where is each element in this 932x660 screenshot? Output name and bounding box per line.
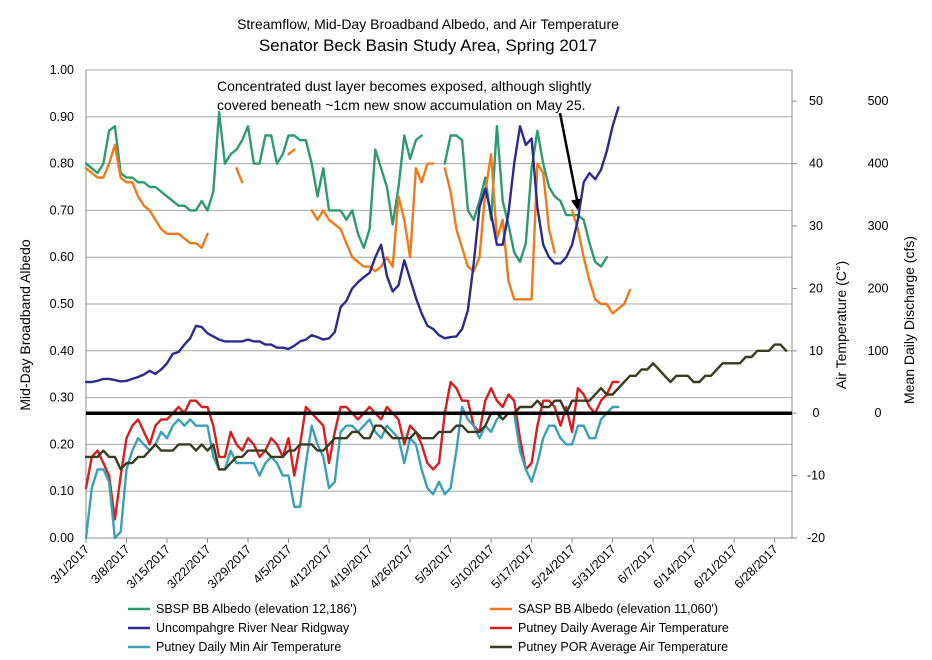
y-tick-label-discharge: 0 — [875, 406, 882, 420]
y-tick-label-albedo: 0.40 — [50, 344, 74, 358]
y-tick-label-albedo: 0.50 — [50, 297, 74, 311]
y-axis-label-discharge: Mean Daily Discharge (cfs) — [901, 236, 917, 404]
legend-label: Putney POR Average Air Temperature — [518, 640, 728, 654]
series-line-2 — [84, 143, 632, 315]
y-tick-label-temperature: 30 — [809, 219, 823, 233]
y-tick-label-discharge: 200 — [868, 281, 889, 295]
y-tick-label-albedo: 0.30 — [50, 391, 74, 405]
y-tick-label-discharge: 500 — [868, 94, 889, 108]
y-tick-label-temperature: 40 — [809, 157, 823, 171]
y-tick-label-temperature: 50 — [809, 94, 823, 108]
y-tick-label-albedo: 0.60 — [50, 250, 74, 264]
y-axis-label-albedo: Mid-Day Broadband Albedo — [17, 239, 33, 410]
chart-subtitle: Streamflow, Mid-Day Broadband Albedo, an… — [237, 16, 619, 32]
series-line-3 — [84, 106, 620, 384]
x-tick-label: 4/26/2017 — [367, 542, 416, 591]
x-tick-label: 3/29/2017 — [205, 542, 254, 591]
y-tick-label-albedo: 1.00 — [50, 63, 74, 77]
y-tick-label-temperature: -10 — [807, 469, 825, 483]
y-tick-label-albedo: 0.70 — [50, 203, 74, 217]
legend-label: Putney Daily Average Air Temperature — [518, 621, 729, 635]
y-tick-label-discharge: 400 — [868, 157, 889, 171]
y-tick-label-albedo: 0.00 — [50, 531, 74, 545]
y-tick-label-temperature: 10 — [809, 344, 823, 358]
legend-label: SASP BB Albedo (elevation 11,060') — [518, 602, 718, 616]
annotation-line-1: Concentrated dust layer becomes exposed,… — [217, 78, 591, 94]
y-axis-label-temperature: Air Temperature (C°) — [833, 261, 849, 389]
y-tick-label-temperature: 20 — [809, 281, 823, 295]
chart-title: Senator Beck Basin Study Area, Spring 20… — [259, 36, 597, 55]
legend-label: SBSP BB Albedo (elevation 12,186') — [156, 602, 357, 616]
y-tick-label-discharge: 100 — [868, 344, 889, 358]
legend-label: Uncompahgre River Near Ridgway — [156, 621, 350, 635]
y-tick-label-temperature: -20 — [807, 531, 825, 545]
annotation-arrow-shaft — [558, 112, 580, 205]
y-tick-label-albedo: 0.80 — [50, 157, 74, 171]
x-tick-label: 3/1/2017 — [48, 542, 92, 586]
y-tick-label-albedo: 0.20 — [50, 437, 74, 451]
annotation-arrow-head — [570, 198, 581, 211]
series-line-6 — [84, 343, 788, 471]
annotation-line-2: covered beneath ~1cm new snow accumulati… — [217, 97, 586, 113]
x-tick-label: 5/31/2017 — [570, 542, 619, 591]
y-tick-label-discharge: 300 — [868, 219, 889, 233]
series-line-5 — [84, 405, 620, 540]
annotation: Concentrated dust layer becomes exposed,… — [217, 78, 591, 211]
legend-label: Putney Daily Min Air Temperature — [156, 640, 341, 654]
y-tick-label-albedo: 0.10 — [50, 484, 74, 498]
y-tick-label-albedo: 0.90 — [50, 110, 74, 124]
y-tick-label-temperature: 0 — [813, 406, 820, 420]
series-line-1 — [84, 110, 608, 268]
x-tick-label: 6/28/2017 — [732, 542, 781, 591]
